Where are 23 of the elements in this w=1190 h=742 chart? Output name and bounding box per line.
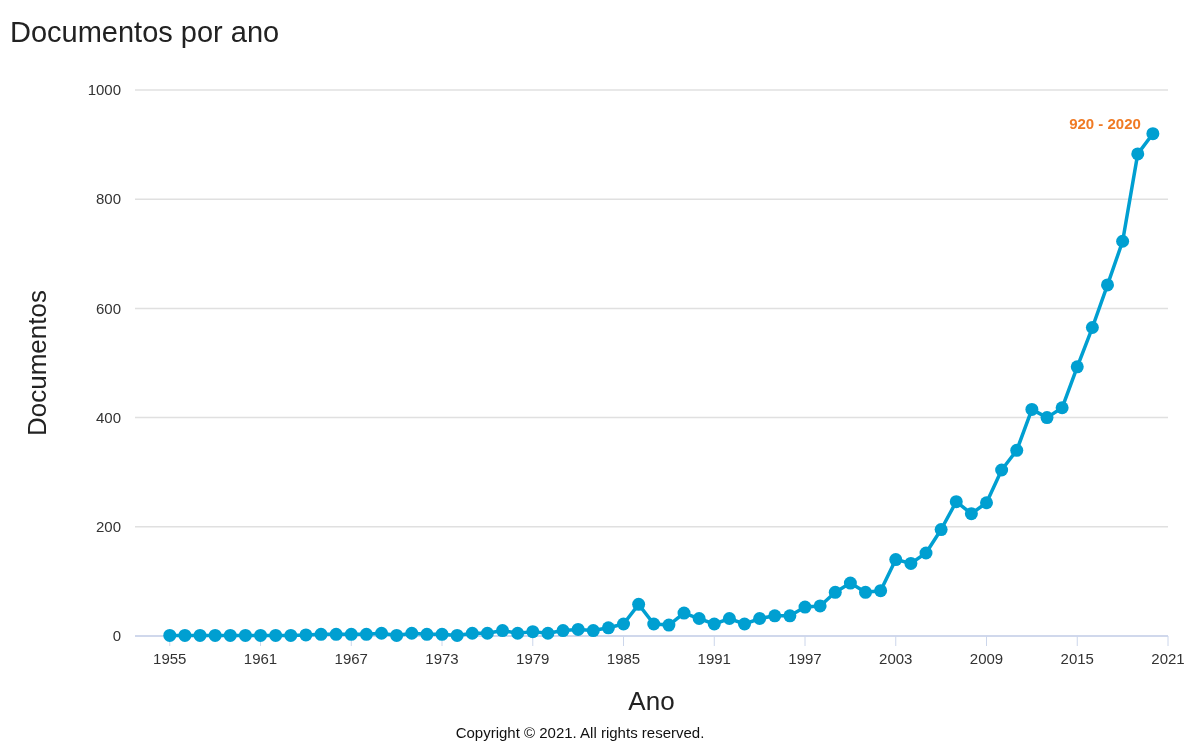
x-tick-label: 2009 bbox=[969, 650, 1004, 667]
x-tick-label: 1991 bbox=[697, 650, 731, 667]
annotation: 920 - 2020 bbox=[1069, 114, 1141, 132]
y-tick-label: 200 bbox=[95, 518, 121, 536]
x-tick-label: 2015 bbox=[1060, 650, 1094, 667]
y-tick-label: 800 bbox=[95, 190, 121, 208]
x-tick-label: 1973 bbox=[425, 650, 459, 667]
x-axis-title: Ano bbox=[628, 686, 675, 716]
x-tick-label: 1985 bbox=[606, 650, 641, 667]
y-tick-label: 600 bbox=[95, 299, 121, 317]
x-tick-label: 1997 bbox=[788, 650, 822, 667]
y-tick-label: 400 bbox=[95, 408, 121, 426]
x-tick-label: 2021 bbox=[1151, 650, 1185, 667]
y-axis-title: Documentos bbox=[22, 290, 52, 436]
x-tick-label: 2003 bbox=[879, 650, 913, 667]
y-tick-label: 1000 bbox=[87, 81, 121, 99]
y-tick-label: 0 bbox=[112, 627, 121, 645]
text: Copyright © 2021. All rights reserved. bbox=[455, 724, 705, 741]
x-tick-label: 1955 bbox=[153, 650, 187, 667]
x-tick-label: 1967 bbox=[334, 650, 368, 667]
x-tick-label: 1961 bbox=[243, 650, 278, 667]
x-tick-label: 1979 bbox=[516, 650, 550, 667]
chart-title: Documentos por ano bbox=[10, 16, 280, 48]
